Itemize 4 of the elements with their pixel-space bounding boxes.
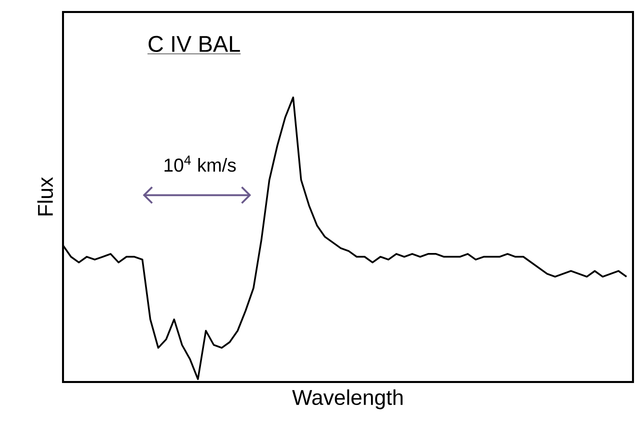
x-axis-title: Wavelength: [292, 389, 403, 410]
chart-title: C IV BAL: [148, 36, 240, 52]
y-axis-title: Flux: [37, 177, 53, 216]
annotation: 10$^{4}$ km/s: [164, 156, 236, 172]
